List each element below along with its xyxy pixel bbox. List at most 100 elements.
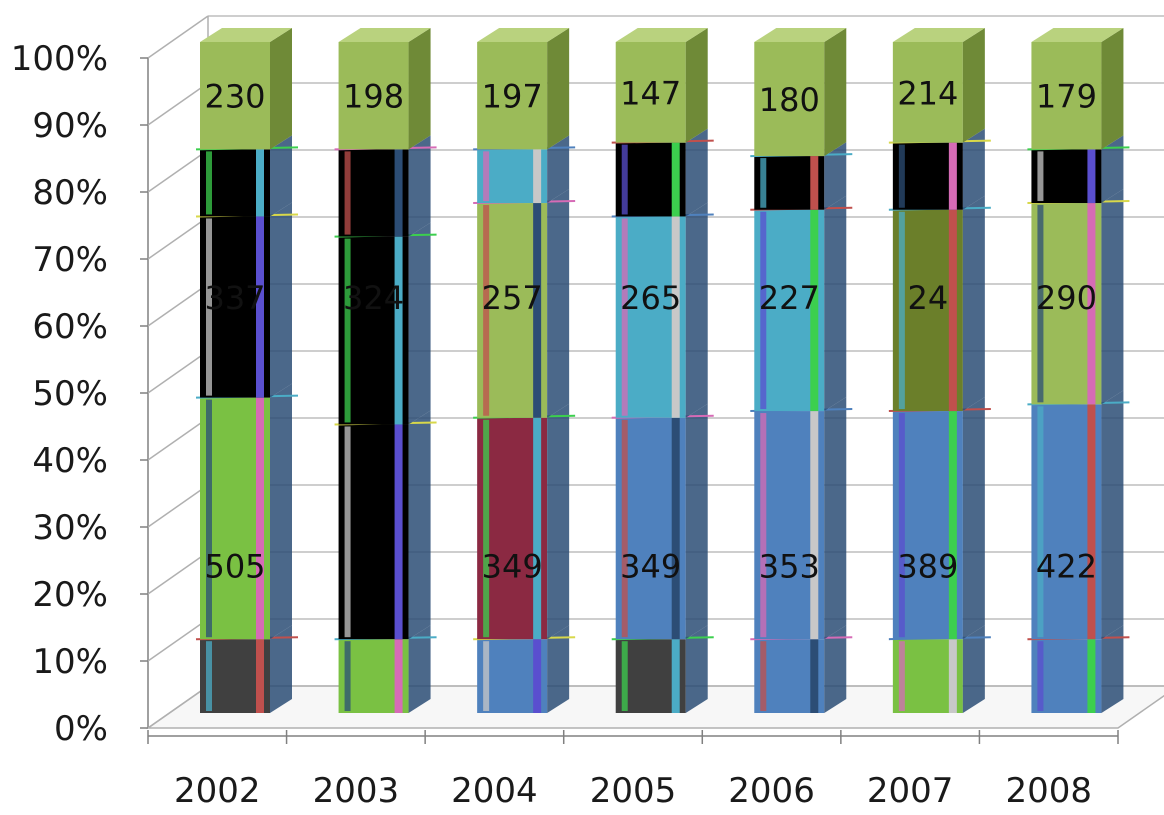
bar-top-cap [754, 28, 847, 42]
bar-side-lower [962, 397, 985, 640]
bar-stripe [671, 216, 680, 418]
y-tick-label: 0% [54, 709, 108, 749]
bar-stripe [810, 209, 819, 412]
bar-stripe [621, 419, 628, 638]
bar-side-band [547, 135, 570, 204]
bar-side-band [685, 128, 708, 217]
bar-stripe [483, 641, 490, 711]
bar-side-middle [1101, 189, 1124, 405]
bar-side-top [685, 28, 708, 143]
bar-side-top [547, 28, 570, 150]
bar-stripe [760, 211, 767, 410]
bar-stripe [898, 413, 905, 638]
gridline-side-90 [147, 82, 209, 126]
data-label: 257 [482, 279, 543, 317]
data-label: 349 [620, 547, 681, 585]
gridline-side-100 [147, 15, 209, 59]
x-tick-label: 2008 [1005, 771, 1092, 811]
bar-segment-top [477, 42, 548, 150]
data-label: 389 [897, 547, 958, 585]
bar-side-middle [408, 222, 431, 425]
bar-side-band [270, 135, 292, 217]
bar-segment-top [1031, 42, 1102, 150]
data-label: 337 [204, 279, 265, 317]
data-labels: 505 349 349 353 389 422 337 324 257 265 227 24 290 23… [204, 74, 1097, 585]
bar-stripe [256, 149, 264, 217]
bar-side-lower [824, 397, 847, 640]
bar-stripe [206, 218, 212, 396]
bar-stripe [810, 411, 819, 640]
bar-stripe [206, 399, 212, 638]
bar-stripe [394, 639, 403, 713]
bar-top-cap [615, 28, 708, 42]
bar-side-middle [685, 202, 708, 418]
bar-side-base [1101, 625, 1124, 713]
bar-stripe [394, 424, 403, 640]
bar-stripe [1087, 639, 1096, 713]
gridline-side-40 [147, 417, 209, 461]
bar-stripe [256, 397, 264, 640]
data-label: 324 [343, 279, 404, 317]
bar-side-lower [408, 410, 431, 640]
gridline-side-80 [147, 149, 209, 193]
bar-stripe [483, 151, 490, 202]
bar-stripe [394, 236, 403, 425]
bar-top-cap [477, 28, 570, 42]
bar-stripe [1037, 151, 1044, 202]
bar-stripe [256, 639, 264, 713]
x-tick-label: 2006 [728, 771, 815, 811]
x-tick-label: 2003 [313, 771, 400, 811]
bar-side-base [547, 625, 570, 713]
bar-stripe [1087, 404, 1096, 640]
bar-side-base [824, 625, 847, 713]
bar-side-top [962, 28, 985, 143]
bar-side-base [685, 625, 708, 713]
data-label: 349 [482, 547, 543, 585]
y-tick-label: 70% [32, 240, 108, 280]
bar-stripe [898, 144, 905, 208]
bar-stripe [810, 156, 819, 210]
bar-segment-top [615, 42, 686, 143]
y-tick-label: 100% [11, 39, 108, 79]
bar-top-cap [338, 28, 431, 42]
data-label: 180 [759, 81, 820, 119]
bar-stripe [621, 144, 628, 215]
bar-2006 [750, 28, 853, 713]
bar-top-cap [1031, 28, 1124, 42]
bar-stripe [483, 419, 490, 638]
bar-stripe [344, 238, 351, 423]
y-tick-label: 40% [32, 441, 108, 481]
bar-2008 [1027, 28, 1130, 713]
x-tick-label: 2005 [590, 771, 677, 811]
bar-stripe [760, 158, 767, 208]
bar-stripe [483, 205, 490, 416]
bar-stripe [533, 149, 542, 204]
bar-stripe [621, 218, 628, 416]
bar-stripe [948, 209, 957, 412]
bar-stripe [1037, 406, 1044, 638]
bar-stripe [898, 641, 905, 711]
y-tick-label: 20% [32, 575, 108, 615]
bar-stripe [1037, 641, 1044, 711]
bar-segment-top [892, 42, 963, 143]
data-label: 214 [897, 74, 958, 112]
x-tick-label: 2007 [867, 771, 954, 811]
bar-top-cap [200, 28, 292, 42]
bar-side-lower [547, 403, 570, 640]
bar-stripe [533, 417, 542, 640]
axes: 0% 10% 20% 30% 40% 50% 60% 70% 80% 90% 100% 2002 200… [11, 39, 1119, 811]
bar-top-cap [892, 28, 985, 42]
bar-stripe [760, 413, 767, 638]
bar-side-band [408, 135, 431, 237]
bar-stripe [344, 426, 351, 638]
bar-side-middle [270, 202, 292, 398]
gridline-side-60 [147, 283, 209, 327]
bar-segment-top [338, 42, 409, 150]
bar-stripe [206, 641, 212, 711]
bar-side-top [270, 28, 292, 150]
y-tick-label: 80% [32, 173, 108, 213]
x-tick-label: 2002 [174, 771, 261, 811]
y-tick-label: 30% [32, 508, 108, 548]
bar-stripe [256, 216, 264, 398]
